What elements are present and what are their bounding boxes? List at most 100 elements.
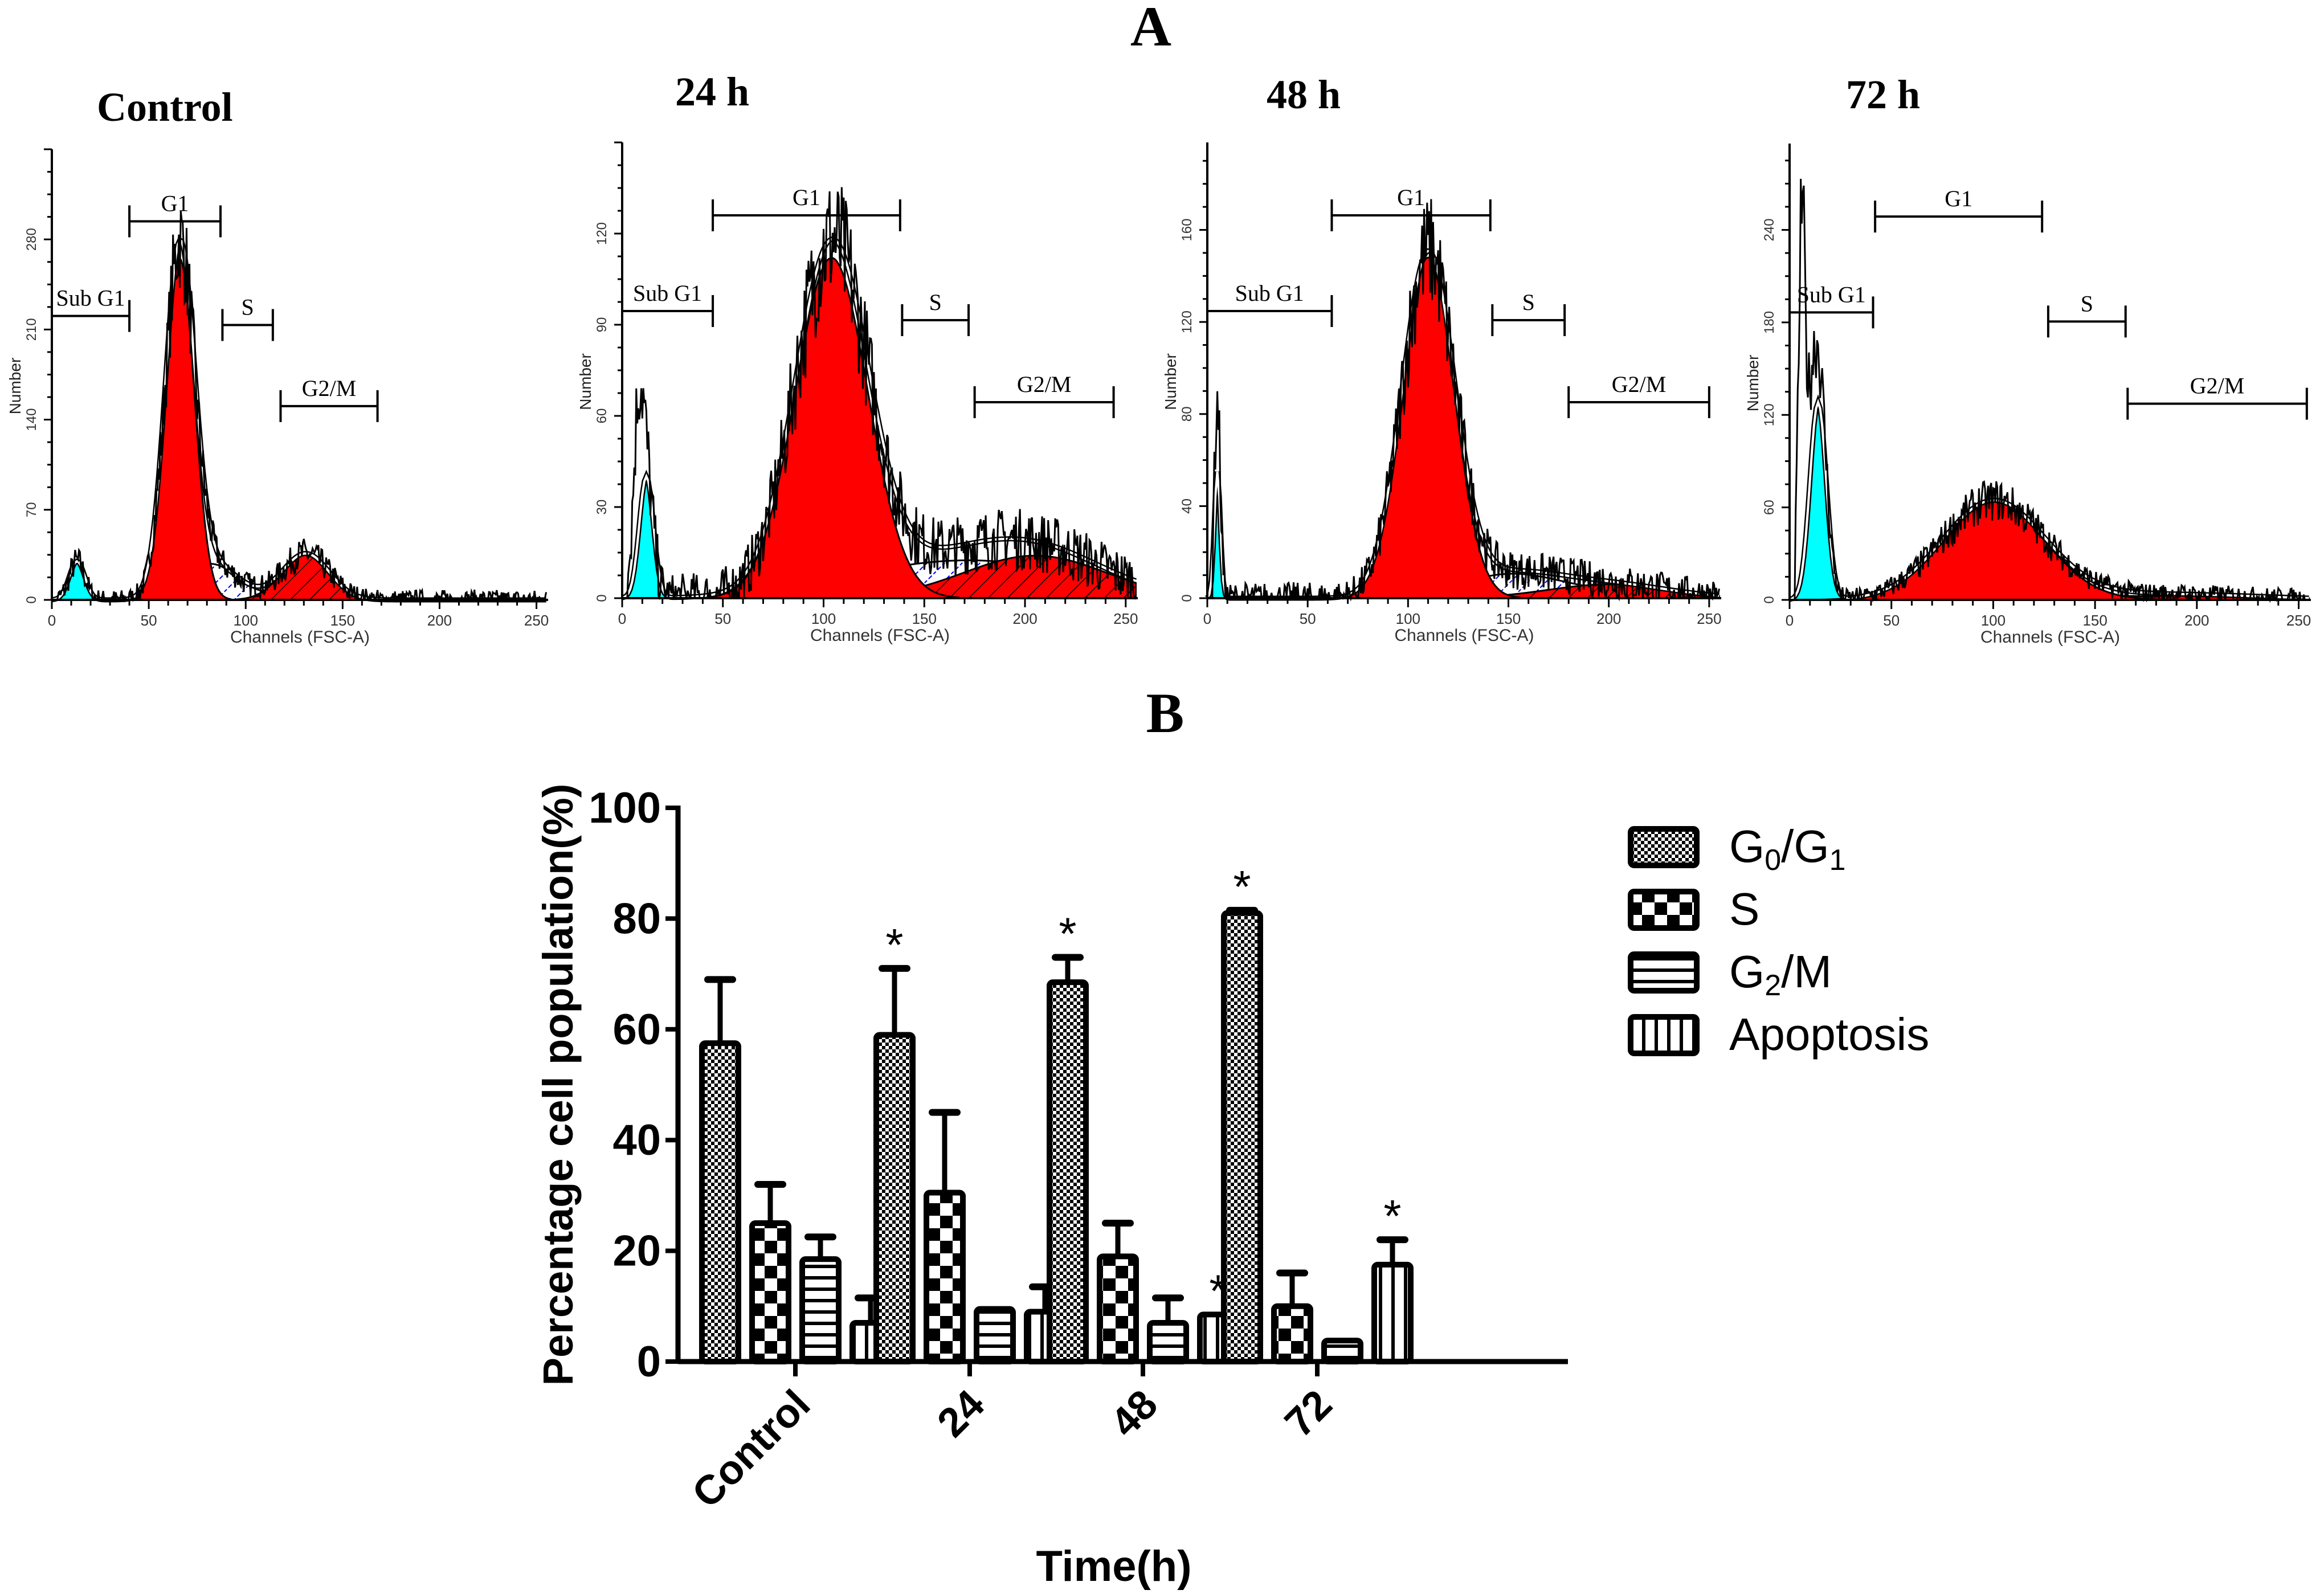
- panel-b-label: B: [1146, 681, 1185, 745]
- x-tick-label: 200: [2184, 612, 2209, 629]
- y-tick-label: 120: [594, 222, 610, 245]
- histogram-2: 48 h 0 50 100 150 200 250 0 40 80 120 160 Channels (…: [1162, 72, 1722, 645]
- gate-s: S: [2047, 291, 2127, 338]
- legend-label-sub: 0: [1765, 844, 1781, 877]
- x-tick-label: 200: [1596, 610, 1621, 627]
- x-tick-label: 250: [1697, 610, 1721, 627]
- gate-g1: G1: [712, 185, 901, 231]
- histogram-3: 72 h 0 50 100 150 200 250 0 60 120 180 240 Channels …: [1744, 72, 2311, 647]
- y-axis-label: Number: [6, 358, 24, 415]
- legend-label-mid: /M: [1781, 946, 1832, 997]
- bar: [699, 1040, 741, 1364]
- bar-s-72: [1271, 1269, 1313, 1365]
- x-tick-label: 150: [330, 612, 355, 629]
- histogram-0: Control 0 50 100 150 200 250 0 70 140 210 280 Channe…: [6, 84, 549, 647]
- legend-swatch: [1628, 826, 1700, 868]
- y-axis-label: Percentage cell population(%): [534, 784, 582, 1386]
- x-tick-label: 100: [1396, 610, 1420, 627]
- gate-label: G2/M: [2190, 373, 2245, 399]
- bar: [749, 1220, 791, 1364]
- bar: [1097, 1253, 1139, 1365]
- legend-label-sub: 2: [1765, 969, 1781, 1002]
- gate-g2-m: G2/M: [1567, 371, 1710, 418]
- bar-apoptosis-72: *: [1371, 1191, 1414, 1364]
- histogram-title: 48 h: [1267, 72, 1341, 117]
- x-tick-label: 100: [1981, 612, 2006, 629]
- significance-asterisk: *: [885, 919, 903, 970]
- gate-g2-m: G2/M: [279, 375, 379, 422]
- histogram-title: 72 h: [1846, 72, 1920, 117]
- gate-label: G2/M: [1017, 371, 1072, 397]
- x-tick-label: 48: [1102, 1382, 1166, 1446]
- y-tick-label: 80: [1179, 406, 1195, 422]
- gate-s: S: [1491, 289, 1566, 336]
- bar-g0-g1-24: *: [873, 919, 916, 1364]
- legend-label: Apoptosis: [1729, 1009, 1929, 1060]
- y-tick-label: 210: [24, 318, 39, 341]
- y-tick-label: 180: [1762, 311, 1777, 334]
- gate-label: S: [929, 289, 942, 315]
- legend-label: S: [1729, 884, 1759, 934]
- gate-g2-m: G2/M: [2126, 373, 2308, 420]
- legend-label-mid: /G: [1781, 821, 1829, 872]
- significance-asterisk: *: [1383, 1191, 1401, 1241]
- gate-g2-m: G2/M: [973, 371, 1115, 418]
- bar: [974, 1306, 1016, 1364]
- gate-label: S: [2081, 291, 2093, 316]
- x-tick-label: 0: [1786, 612, 1794, 629]
- histogram-title: Control: [97, 84, 233, 130]
- x-tick-label: 100: [234, 612, 258, 629]
- x-tick-label: 0: [618, 610, 626, 627]
- x-axis-label: Channels (FSC-A): [1980, 628, 2120, 647]
- x-tick-label: 150: [1496, 610, 1521, 627]
- x-tick-label: 250: [1113, 610, 1138, 627]
- x-tick-label: 72: [1276, 1382, 1341, 1446]
- x-tick-label: 250: [524, 612, 549, 629]
- bar-s-24: [924, 1109, 966, 1365]
- bar-s-48: [1097, 1220, 1139, 1365]
- legend-label: G2/M: [1729, 946, 1832, 1002]
- legend-label-main: G: [1729, 821, 1765, 872]
- bar-g2-m-control: [799, 1233, 842, 1364]
- x-tick-label: 200: [427, 612, 452, 629]
- gate-label: G2/M: [302, 375, 357, 401]
- y-tick-label: 0: [594, 594, 610, 602]
- x-tick-label: 250: [2286, 612, 2311, 629]
- bar: [1321, 1338, 1363, 1364]
- y-tick-label: 0: [637, 1338, 661, 1386]
- legend: G0/G1 S G2/M Apoptosis: [1628, 821, 1929, 1060]
- bar: [1147, 1319, 1189, 1364]
- significance-asterisk: *: [1233, 861, 1251, 912]
- g1-peak: [704, 257, 959, 599]
- y-tick-label: 80: [612, 894, 661, 943]
- gate-sub-g1: Sub G1: [52, 285, 131, 332]
- panel-a-label: A: [1130, 0, 1171, 58]
- y-tick-label: 240: [1762, 219, 1777, 242]
- bar-g0-g1-72: *: [1221, 861, 1263, 1365]
- significance-asterisk: *: [1059, 908, 1076, 959]
- gate-label: Sub G1: [1797, 281, 1866, 307]
- bar-g2-m-24: [974, 1306, 1016, 1364]
- bar: [1271, 1303, 1313, 1365]
- y-tick-label: 140: [24, 408, 39, 431]
- gate-label: G1: [1397, 185, 1425, 210]
- y-tick-label: 40: [612, 1116, 661, 1164]
- y-axis-label: Number: [577, 353, 594, 410]
- gate-label: G1: [1945, 186, 1972, 211]
- y-tick-label: 120: [1179, 310, 1195, 333]
- legend-item: G2/M: [1628, 946, 1832, 1002]
- x-tick-label: 100: [811, 610, 836, 627]
- gate-label: Sub G1: [633, 280, 702, 306]
- x-axis-label: Channels (FSC-A): [810, 626, 950, 645]
- y-tick-label: 280: [24, 228, 39, 251]
- y-tick-label: 60: [612, 1006, 661, 1054]
- x-tick-label: 50: [1883, 612, 1900, 629]
- y-tick-label: 120: [1762, 403, 1777, 426]
- legend-item: Apoptosis: [1628, 1009, 1929, 1060]
- histogram-title: 24 h: [675, 69, 749, 115]
- y-axis-label: Number: [1744, 355, 1762, 412]
- legend-label-sub: 1: [1829, 844, 1846, 877]
- x-tick-label: 50: [141, 612, 157, 629]
- x-tick-label: 50: [714, 610, 731, 627]
